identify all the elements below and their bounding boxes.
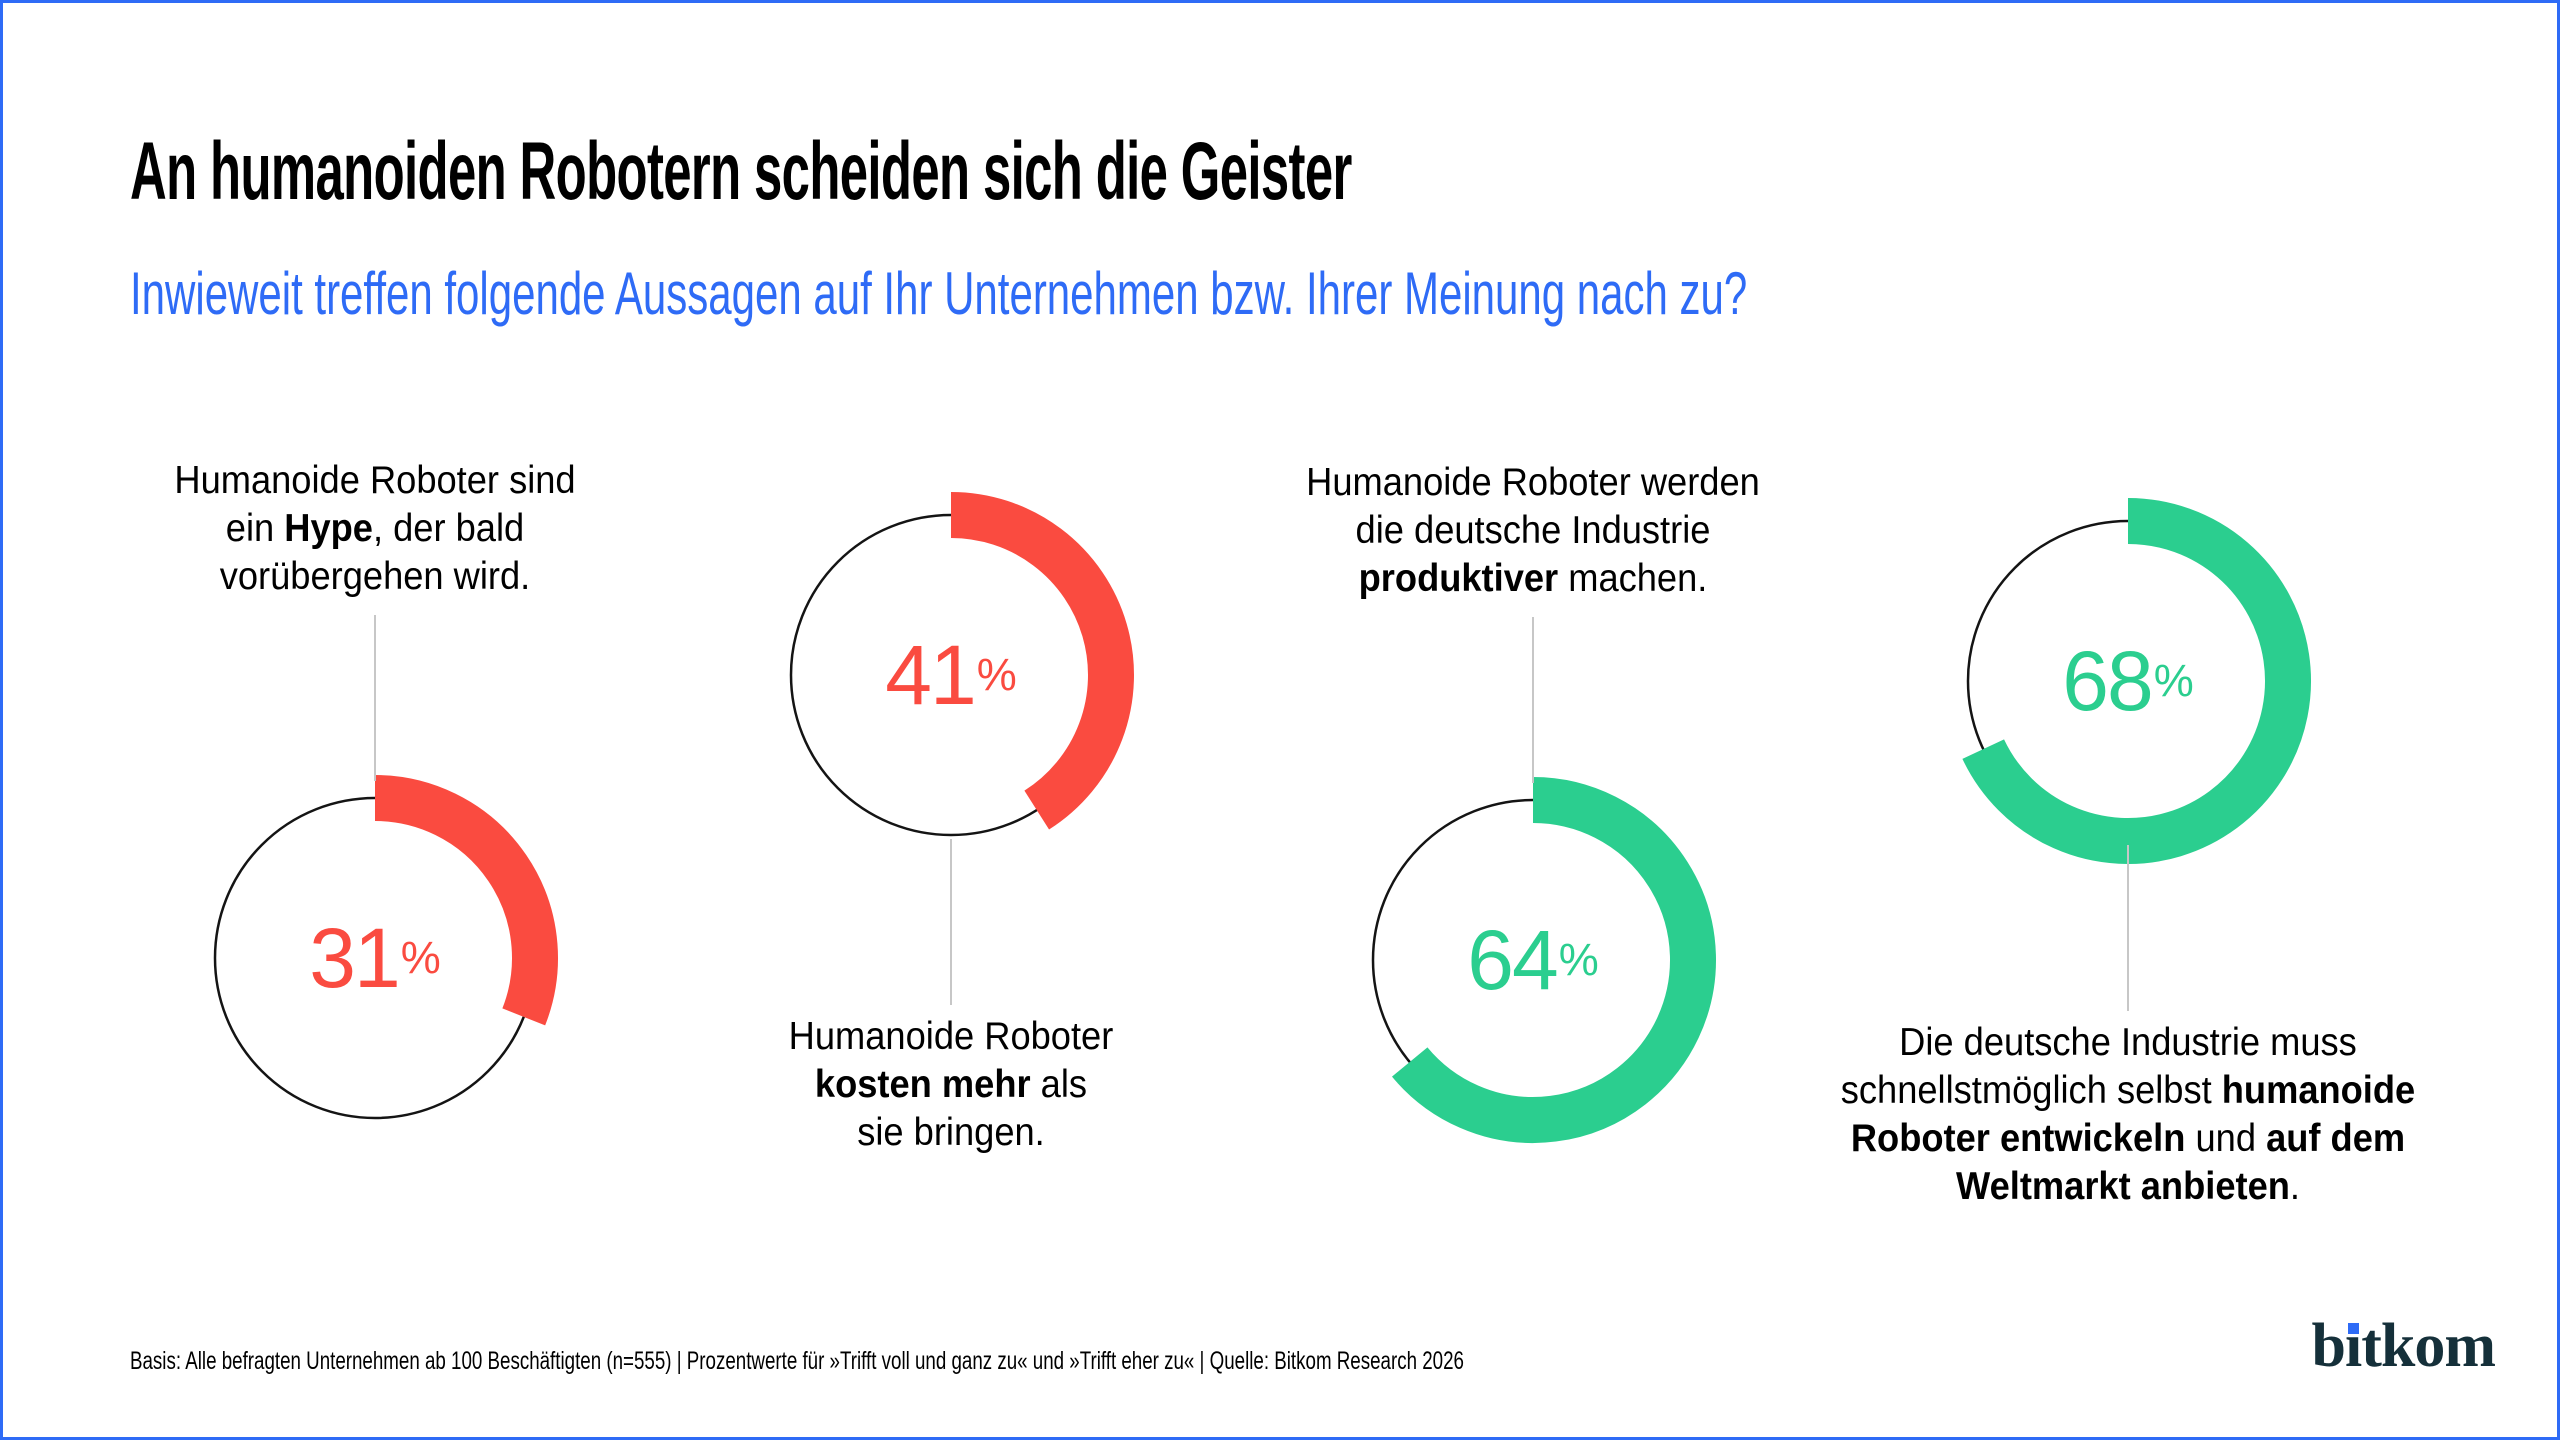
connector-line — [1532, 617, 1534, 783]
value-arc — [374, 775, 558, 1026]
donut-svg — [1962, 498, 2311, 864]
donut-svg — [789, 492, 1134, 837]
statement-line: produktiver machen. — [1358, 557, 1708, 600]
donut-chart-4: 68% — [1938, 491, 2318, 871]
statement-line: Roboter entwickeln und auf dem — [1850, 1117, 2406, 1160]
logo-blue-dot-icon — [2347, 1323, 2359, 1334]
connector-line — [950, 839, 952, 1005]
bitkom-logo: bı tkom — [2312, 1315, 2496, 1377]
statement-line: die deutsche Industrie — [1355, 509, 1711, 552]
logo-text: tkom — [2361, 1312, 2496, 1380]
statement-line: kosten mehr als — [814, 1063, 1088, 1106]
logo-text: b — [2311, 1312, 2346, 1380]
connector-line — [2127, 845, 2129, 1011]
donut-chart-3: 64% — [1343, 770, 1723, 1150]
page-subtitle: Inwieweit treffen folgende Aussagen auf … — [130, 260, 1748, 327]
value-arc — [950, 492, 1134, 830]
statement-line: Humanoide Roboter werden — [1306, 461, 1760, 504]
statement-line: Weltmarkt anbieten. — [1955, 1165, 2300, 1208]
statement-line: schnellstmöglich selbst humanoide — [1840, 1069, 2416, 1112]
statement-line: vorübergehen wird. — [219, 555, 531, 598]
donut-chart-1: 31% — [185, 768, 565, 1148]
statement-label: Humanoide Roboter sind ein Hype, der bald… — [124, 457, 626, 601]
donut-svg — [213, 775, 558, 1120]
statement-label: Humanoide Roboter werden die deutsche Ind… — [1263, 459, 1802, 603]
page-title: An humanoiden Robotern scheiden sich die… — [130, 126, 1352, 217]
statement-line: sie bringen. — [857, 1111, 1045, 1154]
source-note: Basis: Alle befragten Unternehmen ab 100… — [130, 1347, 1464, 1375]
logo-letter-i: ı — [2344, 1312, 2362, 1380]
charts-area: 31% Humanoide Roboter sind ein Hype, der b… — [3, 3, 2557, 1437]
value-arc — [1962, 498, 2311, 864]
statement-line: Die deutsche Industrie muss — [1899, 1021, 2357, 1064]
statement-line: Humanoide Roboter — [788, 1015, 1114, 1058]
donut-chart-2: 41% — [761, 485, 1141, 865]
statement-label: Humanoide Roboter kosten mehr als sie brin… — [719, 1013, 1184, 1157]
statement-label: Die deutsche Industrie muss schnellstmögl… — [1793, 1019, 2463, 1211]
connector-line — [374, 615, 376, 781]
statement-line: ein Hype, der bald — [225, 507, 525, 550]
donut-svg — [1371, 777, 1716, 1143]
statement-line: Humanoide Roboter sind — [174, 459, 576, 502]
value-arc — [1392, 777, 1716, 1143]
